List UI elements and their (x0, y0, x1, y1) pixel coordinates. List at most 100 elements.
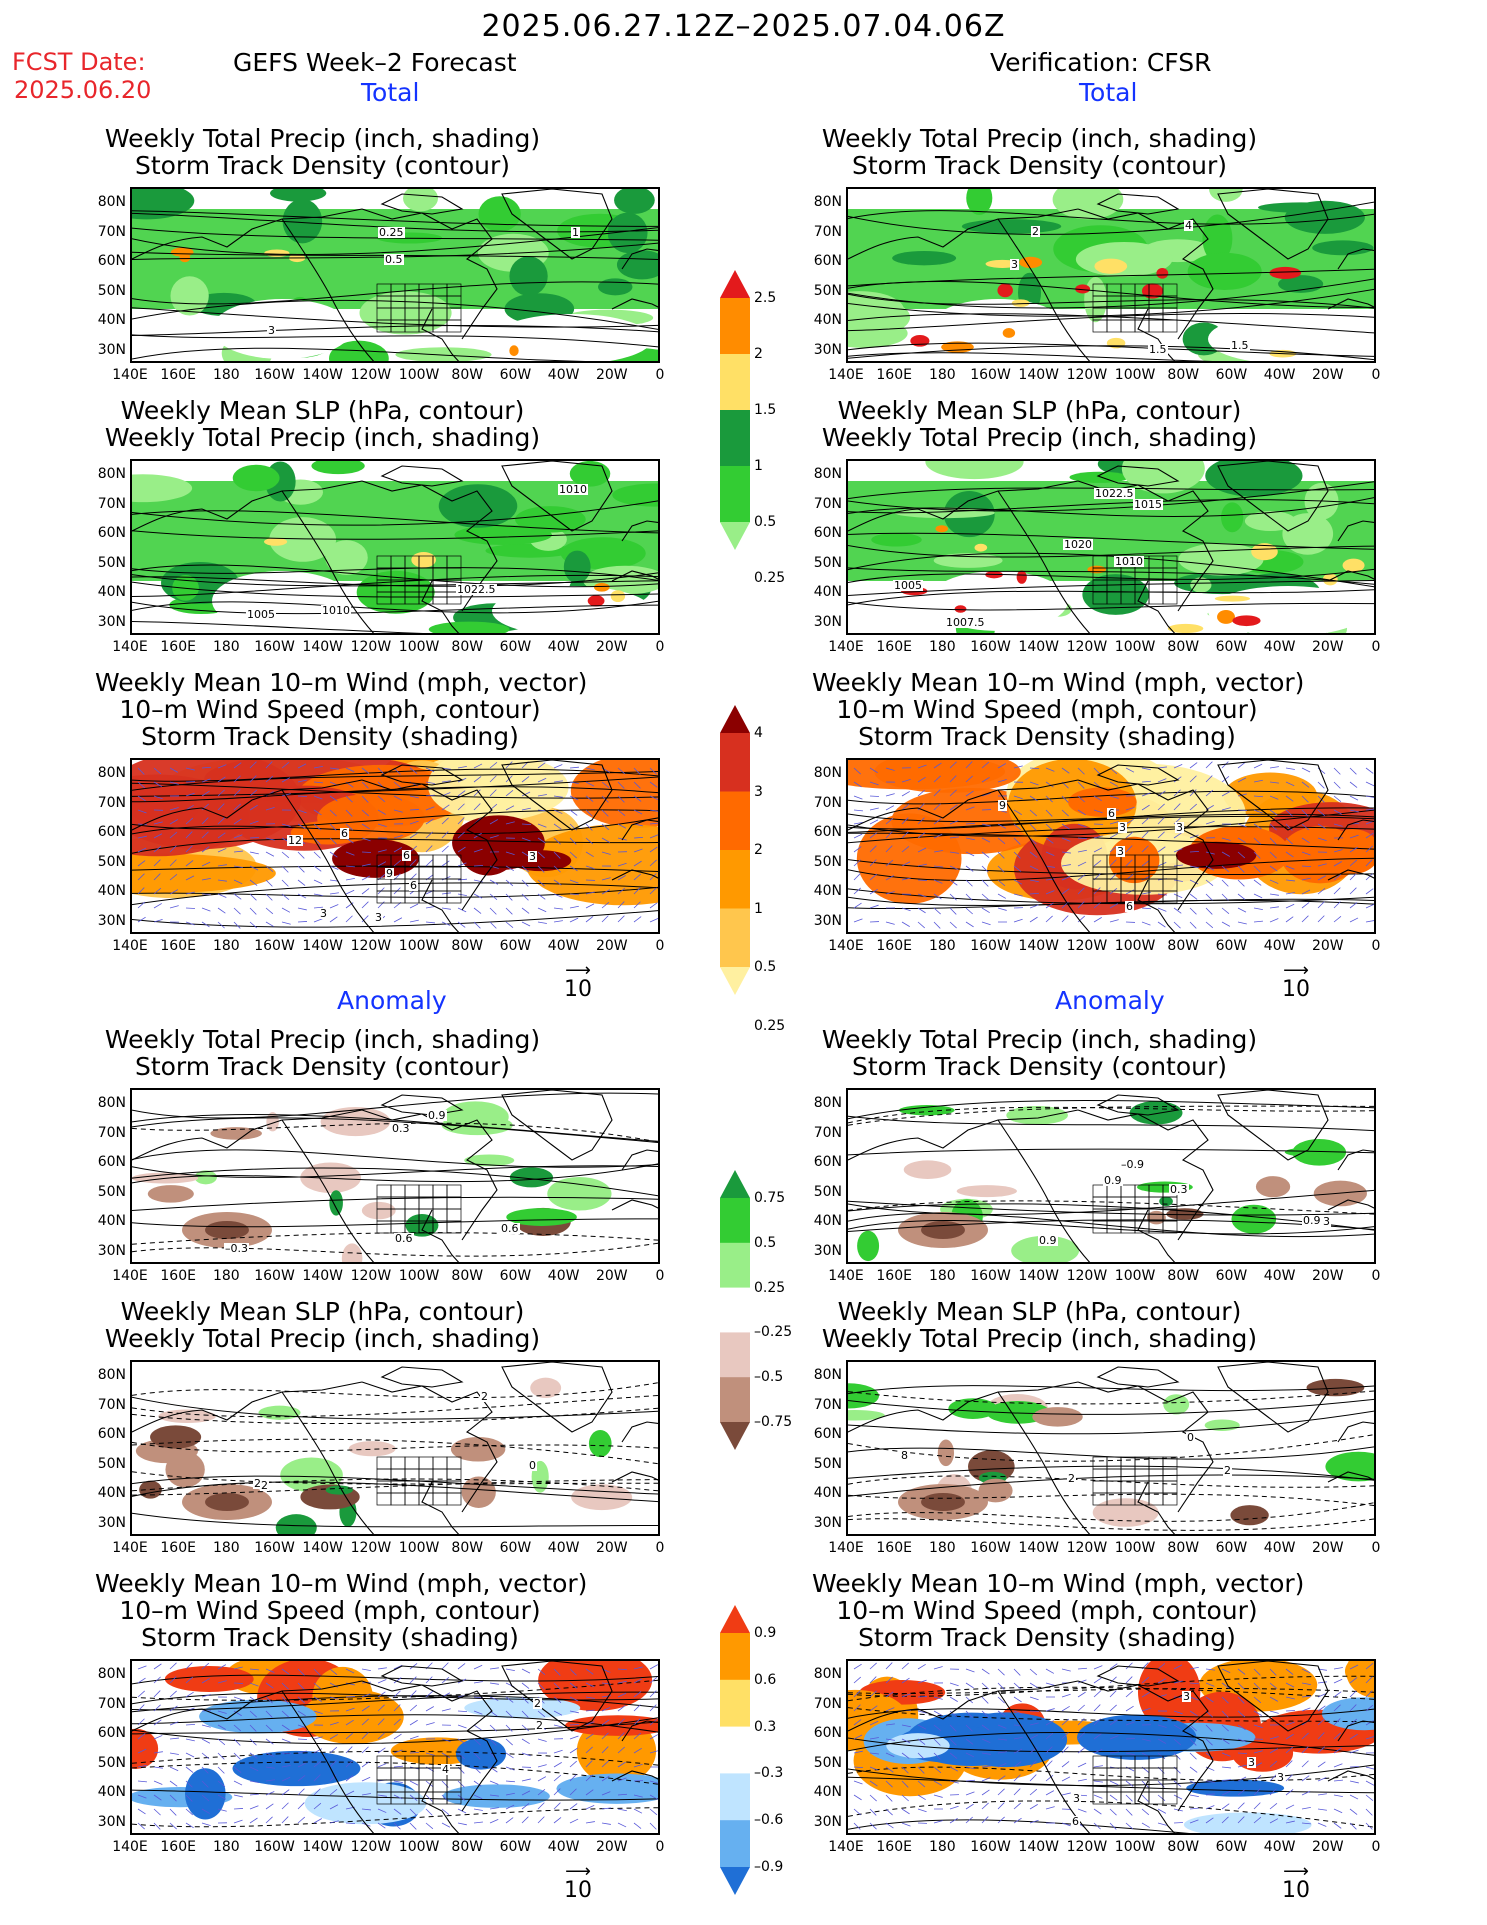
longitude-label: 140E (828, 1268, 864, 1284)
colorbar-label: 0.5 (754, 514, 777, 530)
longitude-label: 100W (398, 1839, 440, 1855)
longitude-label: 160W (254, 1839, 295, 1855)
colorbar-label: 0.25 (754, 1279, 786, 1296)
vector-scale-forecast-anomaly: ⟶ 10 (558, 1863, 598, 1904)
longitude-label: 0 (1371, 367, 1381, 383)
contour-label: 0.5 (384, 253, 404, 266)
map-verification-anom-wind-track: 3 3 3 6 3 (846, 1659, 1376, 1835)
contour-label: 0 (528, 1459, 537, 1472)
longitude-label: 100W (1114, 938, 1156, 954)
longitude-label: 80W (451, 1540, 484, 1556)
contour-label: 3 (267, 324, 276, 337)
latitude-label: 70N (97, 1124, 126, 1141)
longitude-label: 100W (398, 1268, 440, 1284)
latitude-label: 40N (813, 883, 842, 899)
latitude-label: 80N (813, 1367, 842, 1383)
title-verification-total-wind: Weekly Mean 10–m Wind (mph, vector) 10–m… (812, 668, 1305, 751)
contour-label: 1010 (558, 483, 588, 496)
contour-label: 0.3 (391, 1122, 411, 1135)
latitude-label: 70N (813, 495, 842, 512)
longitude-label: 140E (828, 367, 864, 383)
longitude-label: 20W (1311, 1839, 1344, 1855)
latitude-label: 80N (813, 466, 842, 482)
latitude-label: 50N (97, 554, 126, 571)
latitude-label: 30N (813, 1813, 842, 1830)
longitude-label: 40W (1263, 639, 1296, 655)
longitude-label: 60W (1215, 938, 1248, 954)
latitude-label: 40N (97, 1485, 126, 1501)
longitude-label: 100W (398, 639, 440, 655)
longitude-label: 20W (1311, 1540, 1344, 1556)
latitude-label: 60N (813, 1426, 842, 1442)
main-title: 2025.06.27.12Z–2025.07.04.06Z (481, 9, 1006, 44)
contour-label: 3 (528, 850, 537, 863)
longitude-label: 100W (1114, 1540, 1156, 1556)
colorbar-label: –0.5 (754, 1369, 784, 1386)
longitude-label: 160E (876, 1540, 912, 1556)
longitude-label: 140W (302, 1268, 343, 1284)
map-verification-anom-slp-precip: 8 2 2 0 (846, 1360, 1376, 1536)
colorbar-label: 3 (754, 783, 763, 800)
longitude-label: 140W (302, 367, 343, 383)
latitude-label: 30N (97, 912, 126, 929)
latitude-label: 40N (97, 1213, 126, 1229)
longitude-label: 80W (1167, 639, 1200, 655)
vector-scale-value: 10 (564, 1878, 592, 1903)
longitude-label: 0 (1371, 938, 1381, 954)
longitude-label: 0 (655, 1839, 665, 1855)
latitude-label: 40N (97, 1784, 126, 1800)
contour-label: 3 (1175, 821, 1184, 834)
longitude-label: 160W (254, 639, 295, 655)
contour-label: 1.5 (1230, 339, 1250, 352)
longitude-label: 20W (595, 1540, 628, 1556)
latitude-label: 70N (97, 1695, 126, 1712)
longitude-label: 40W (547, 1839, 580, 1855)
longitude-label: 160E (876, 1839, 912, 1855)
latitude-label: 30N (813, 912, 842, 929)
longitude-label: 120W (350, 938, 392, 954)
forecast-total-heading: Total (361, 78, 420, 107)
latitude-label: 40N (97, 584, 126, 600)
contour-label: 0.9 (1103, 1174, 1123, 1187)
colorbar-swatches (720, 705, 750, 995)
longitude-label: 80W (451, 938, 484, 954)
forecast-anomaly-heading: Anomaly (337, 986, 447, 1015)
colorbar-label: –0.75 (754, 1414, 793, 1430)
latitude-label: 80N (97, 1666, 126, 1682)
latitude-label: 80N (813, 765, 842, 781)
longitude-label: 140W (1018, 938, 1059, 954)
contour-label: 1 (571, 226, 580, 239)
contour-label: 4 (441, 1763, 450, 1776)
latitude-label: 40N (97, 883, 126, 899)
contour-label: 6 (340, 827, 349, 840)
map-plot-area (132, 461, 658, 633)
contour-label: 0.3 (1169, 1183, 1189, 1196)
longitude-label: 80W (1167, 367, 1200, 383)
colorbar-label: –0.3 (754, 1765, 784, 1782)
contour-label: 3 (1010, 258, 1019, 271)
contour-label: 1022.5 (1094, 487, 1135, 500)
contour-label: 6 (1107, 807, 1116, 820)
contour-label: 2 (533, 1697, 542, 1710)
colorbar-swatches (720, 1170, 750, 1450)
longitude-label: 100W (1114, 1839, 1156, 1855)
longitude-label: 160W (254, 1268, 295, 1284)
longitude-label: 80W (451, 1839, 484, 1855)
latitude-label: 30N (813, 1514, 842, 1531)
longitude-label: 140W (1018, 367, 1059, 383)
longitude-label: 120W (1066, 1268, 1108, 1284)
longitude-label: 20W (595, 367, 628, 383)
latitude-label: 40N (813, 584, 842, 600)
longitude-label: 160W (254, 367, 295, 383)
vector-scale-verification-anomaly: ⟶ 10 (1276, 1863, 1316, 1904)
latitude-label: 40N (97, 312, 126, 328)
latitude-label: 70N (97, 1396, 126, 1413)
longitude-label: 100W (398, 367, 440, 383)
longitude-label: 0 (655, 1268, 665, 1284)
contour-label: 3 (1276, 1771, 1285, 1784)
colorbar-label: –0.9 (754, 1859, 784, 1875)
longitude-label: 20W (595, 938, 628, 954)
latitude-label: 70N (97, 794, 126, 811)
longitude-label: 140E (112, 938, 148, 954)
longitude-label: 60W (1215, 367, 1248, 383)
